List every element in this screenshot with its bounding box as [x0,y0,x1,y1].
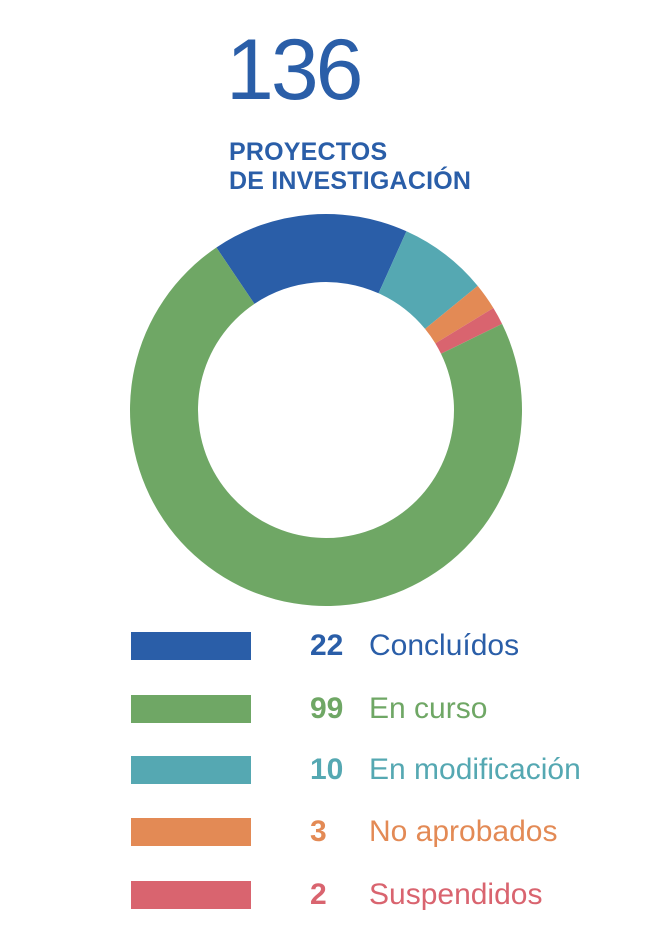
legend-item-suspendidos: 2 Suspendidos [0,875,648,915]
slice-en-modificacion [378,231,478,329]
legend-swatch-concluidos [131,632,251,660]
legend-item-concluidos: 22 Concluídos [0,626,648,666]
legend-swatch-no-aprobados [131,818,251,846]
legend-count-en-curso: 99 [310,692,344,725]
total-projects-number: 136 [226,22,363,118]
slice-no-aprobados [425,285,494,344]
legend-swatch-suspendidos [131,881,251,909]
legend-item-no-aprobados: 3 No aprobados [0,812,648,852]
legend-count-en-modificacion: 10 [310,753,344,786]
legend-count-no-aprobados: 3 [310,815,327,848]
legend-swatch-en-curso [131,695,251,723]
legend-item-en-modificacion: 10 En modificación [0,750,648,790]
legend-label-en-curso: En curso [369,692,488,725]
legend-swatch-en-modificacion [131,756,251,784]
legend-label-concluidos: Concluídos [369,629,520,662]
chart-title: PROYECTOS DE INVESTIGACIÓN [229,138,471,196]
legend-count-suspendidos: 2 [310,878,327,911]
slice-concluidos [216,214,407,304]
slice-suspendidos [435,308,503,354]
chart-title-line-2: DE INVESTIGACIÓN [229,167,472,195]
legend-label-en-modificacion: En modificación [369,753,581,786]
legend-label-suspendidos: Suspendidos [369,878,543,911]
legend-item-en-curso: 99 En curso [0,689,648,729]
legend-count-concluidos: 22 [310,629,344,662]
slice-en-curso [130,247,522,607]
legend-label-no-aprobados: No aprobados [369,815,558,848]
chart-title-line-1: PROYECTOS [229,138,388,166]
